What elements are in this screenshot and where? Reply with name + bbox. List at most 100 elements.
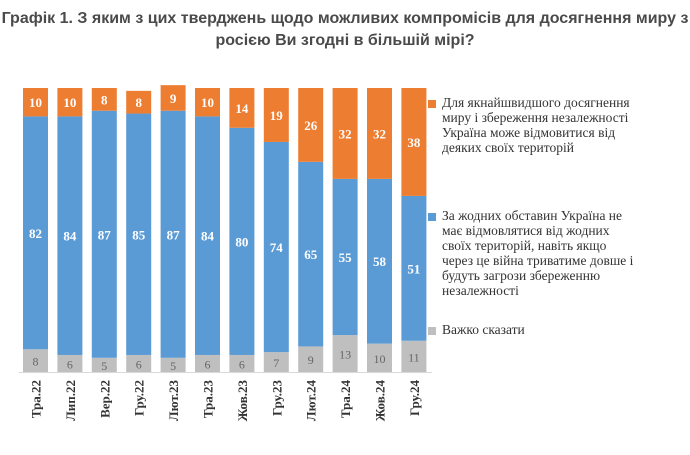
x-tick-label: Лют.24 xyxy=(304,380,319,422)
bar-no-concessions xyxy=(229,127,255,355)
data-label-no-concessions: 84 xyxy=(201,229,215,244)
bar-hard-to-say xyxy=(57,354,83,372)
legend-label-line: незалежності xyxy=(442,283,519,298)
x-tick-label: Лип.22 xyxy=(63,380,78,421)
data-label-compromise: 8 xyxy=(135,95,142,110)
data-label-no-concessions: 55 xyxy=(339,250,353,265)
legend-label-line: Важко сказати xyxy=(442,322,525,337)
legend-label-hard-to-say: Важко сказати xyxy=(442,322,525,337)
x-tick-label: Гру.23 xyxy=(269,380,284,416)
data-label-hard-to-say: 9 xyxy=(308,353,314,367)
bar-hard-to-say xyxy=(263,352,289,372)
legend-label-line: своїх територій, навіть якщо xyxy=(442,238,607,253)
data-label-compromise: 9 xyxy=(170,91,177,106)
bar-compromise xyxy=(23,88,48,117)
bar-compromise xyxy=(263,88,289,142)
bar-no-concessions xyxy=(91,110,117,358)
chart-title-line-1: Графік 1. З яким з цих тверджень щодо мо… xyxy=(1,10,689,27)
data-label-hard-to-say: 5 xyxy=(170,359,176,373)
x-tick-label: Гру.22 xyxy=(132,380,147,416)
x-tick-label: Тра.24 xyxy=(338,380,353,419)
data-label-compromise: 19 xyxy=(270,108,284,123)
x-tick-label: Гру.24 xyxy=(407,380,422,416)
data-label-hard-to-say: 5 xyxy=(101,359,107,373)
bar-no-concessions xyxy=(126,113,152,355)
data-label-compromise: 14 xyxy=(235,101,249,116)
bar-hard-to-say xyxy=(160,357,186,372)
bar-compromise xyxy=(367,88,392,179)
bar-hard-to-say xyxy=(195,354,220,372)
x-tick-label: Вер.22 xyxy=(97,380,112,418)
data-label-hard-to-say: 10 xyxy=(374,352,386,366)
data-label-hard-to-say: 13 xyxy=(339,348,351,362)
bar-hard-to-say xyxy=(367,343,392,372)
x-tick-label: Тра.22 xyxy=(29,380,44,418)
data-label-no-concessions: 58 xyxy=(373,254,387,269)
chart-title: Графік 1. З яким з цих тверджень щодо мо… xyxy=(0,8,690,52)
bar-hard-to-say xyxy=(298,346,324,372)
data-label-compromise: 8 xyxy=(101,92,108,107)
data-label-no-concessions: 87 xyxy=(167,227,181,242)
data-label-hard-to-say: 11 xyxy=(408,350,420,364)
data-label-no-concessions: 87 xyxy=(98,227,112,242)
bar-no-concessions xyxy=(160,110,186,358)
legend-label-compromise: Для якнайшвидшого досягнення миру і збер… xyxy=(442,95,630,155)
data-label-hard-to-say: 6 xyxy=(67,357,73,371)
data-label-no-concessions: 80 xyxy=(235,234,248,249)
x-tick-label: Лют.23 xyxy=(166,380,181,422)
legend-label-no-concessions: За жодних обставин Україна не має відмов… xyxy=(442,208,633,298)
data-label-no-concessions: 74 xyxy=(270,240,284,255)
data-label-hard-to-say: 7 xyxy=(273,356,279,370)
legend-swatch-orange xyxy=(428,100,436,108)
data-label-compromise: 10 xyxy=(29,95,42,110)
bar-compromise xyxy=(229,88,255,128)
data-label-hard-to-say: 8 xyxy=(33,355,39,369)
data-label-hard-to-say: 6 xyxy=(239,357,245,371)
bar-compromise xyxy=(126,90,152,114)
data-label-no-concessions: 51 xyxy=(407,261,420,276)
bar-no-concessions xyxy=(401,195,427,341)
chart-title-line-2: росією Ви згодні в більшій мірі? xyxy=(215,32,475,49)
bar-compromise xyxy=(401,88,427,196)
data-label-no-concessions: 85 xyxy=(132,227,146,242)
bar-no-concessions xyxy=(263,141,289,353)
legend-label-line: має відмовлятися від жодних xyxy=(442,223,610,238)
data-label-no-concessions: 65 xyxy=(304,247,318,262)
bar-no-concessions xyxy=(298,161,324,347)
data-label-hard-to-say: 6 xyxy=(136,357,142,371)
bar-hard-to-say xyxy=(401,340,427,372)
data-label-no-concessions: 82 xyxy=(29,226,42,241)
bar-compromise xyxy=(195,88,220,117)
x-tick-label: Жов.23 xyxy=(235,380,250,422)
legend-label-line: деяких своїх територій xyxy=(442,140,574,155)
bar-compromise xyxy=(332,88,358,179)
bar-hard-to-say xyxy=(332,335,358,372)
bar-compromise xyxy=(57,88,83,117)
data-label-compromise: 38 xyxy=(407,135,421,150)
bar-no-concessions xyxy=(195,116,220,355)
x-tick-label: Тра.23 xyxy=(201,380,216,419)
data-label-compromise: 32 xyxy=(373,126,386,141)
legend-label-line: через це війна триватиме довше і xyxy=(442,253,634,268)
data-label-compromise: 10 xyxy=(63,95,76,110)
legend-label-line: будуть загрози збереженню xyxy=(442,268,601,283)
data-label-compromise: 10 xyxy=(201,95,214,110)
legend-label-line: Для якнайшвидшого досягнення xyxy=(442,95,630,110)
bar-hard-to-say xyxy=(23,349,48,372)
bar-compromise xyxy=(160,85,186,111)
bar-compromise xyxy=(91,88,117,111)
bar-no-concessions xyxy=(23,116,48,350)
legend-label-line: Україна може відмовитися від xyxy=(442,125,616,140)
bar-hard-to-say xyxy=(91,357,117,372)
bar-hard-to-say xyxy=(229,354,255,372)
data-label-compromise: 26 xyxy=(304,118,318,133)
legend-swatch-gray xyxy=(428,327,436,335)
bar-hard-to-say xyxy=(126,354,152,372)
x-tick-label: Жов.24 xyxy=(373,380,388,422)
legend-swatch-blue xyxy=(428,213,436,221)
legend-label-line: За жодних обставин Україна не xyxy=(442,208,623,223)
bar-no-concessions xyxy=(367,178,392,344)
legend-label-line: миру і збереження незалежності xyxy=(442,110,629,125)
bar-no-concessions xyxy=(57,116,83,355)
